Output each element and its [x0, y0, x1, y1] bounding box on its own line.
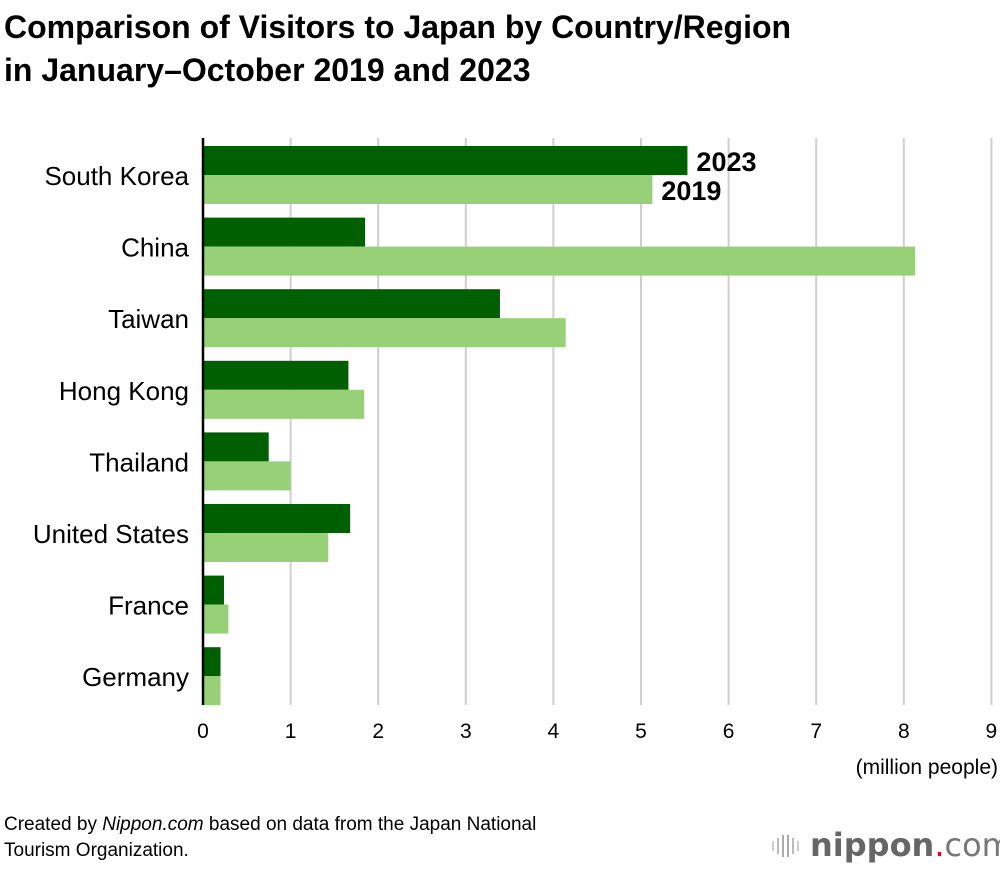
category-label: Thailand	[89, 447, 189, 477]
x-tick-label: 6	[723, 720, 735, 743]
title-line-2: in January–October 2019 and 2023	[4, 52, 531, 88]
category-label: China	[121, 233, 189, 263]
x-tick-label: 3	[460, 720, 472, 743]
x-tick-label: 8	[898, 720, 910, 743]
logo-tld: com	[944, 826, 1000, 864]
category-label: France	[108, 591, 189, 621]
nippon-logo: nippon. com	[770, 826, 1000, 864]
bar-2023	[203, 217, 366, 247]
x-tick-label: 7	[810, 720, 822, 743]
bar-2023	[203, 504, 351, 533]
footer-prefix: Created by	[4, 814, 103, 835]
bar-2019	[203, 389, 365, 419]
x-tick-label: 1	[285, 720, 297, 743]
logo-name: nippon	[810, 826, 935, 864]
x-axis-label: (million people)	[856, 756, 998, 779]
footer-line2: Tourism Organization.	[4, 840, 189, 861]
bar-2023	[203, 360, 349, 390]
bar-2023	[203, 432, 269, 462]
bar-2019	[203, 461, 291, 491]
footer-suffix: based on data from the Japan National	[203, 814, 537, 835]
category-label: South Korea	[44, 161, 189, 191]
bar-2019	[203, 604, 229, 634]
footer-source: Nippon.com	[102, 814, 204, 835]
bar-2019	[203, 318, 566, 348]
bar-2023	[203, 146, 688, 175]
logo-dot: .	[934, 826, 945, 864]
logo-bars-icon	[772, 835, 799, 857]
title-line-1: Comparison of Visitors to Japan by Count…	[4, 9, 792, 45]
category-label: Germany	[82, 662, 189, 692]
bar-2019	[203, 676, 221, 706]
x-tick-label: 5	[635, 720, 647, 743]
bar-2019	[203, 246, 916, 276]
category-label: United States	[33, 519, 189, 549]
bar-2023	[203, 647, 221, 677]
category-label: Taiwan	[108, 304, 189, 334]
series-label-2023: 2023	[696, 147, 756, 177]
category-label: Hong Kong	[59, 376, 189, 406]
bar-2023	[203, 289, 500, 319]
bar-2019	[203, 175, 653, 204]
x-tick-label: 0	[197, 720, 209, 743]
chart-title: Comparison of Visitors to Japan by Count…	[4, 6, 994, 92]
bar-2023	[203, 575, 225, 605]
bar-2019	[203, 533, 329, 562]
footer-credit: Created by Nippon.com based on data from…	[4, 812, 536, 864]
x-tick-label: 2	[372, 720, 384, 743]
x-tick-label: 9	[986, 720, 998, 743]
x-tick-label: 4	[548, 720, 560, 743]
bar-chart: 0 1 2 3 4 5 6 7 8 9 (million people) South Korea 202…	[33, 138, 998, 779]
series-label-2019: 2019	[661, 176, 721, 206]
